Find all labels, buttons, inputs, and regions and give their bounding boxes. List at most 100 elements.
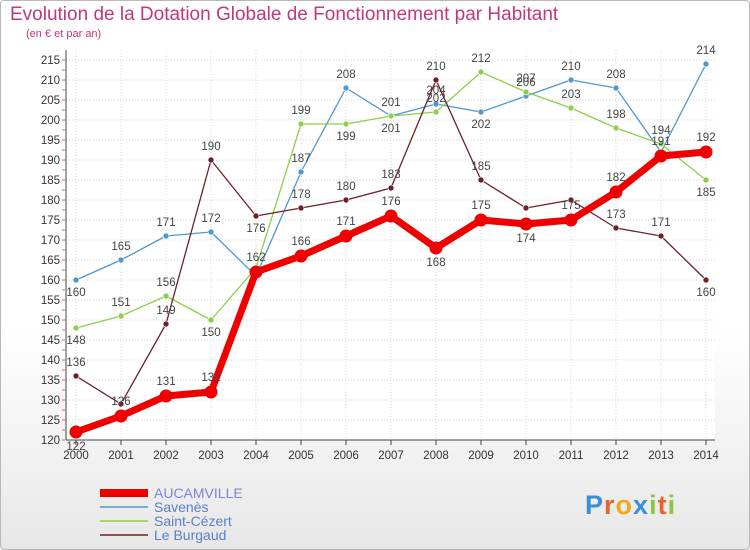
data-point-le-burgaud: [387, 184, 395, 192]
data-point-saven-s: [72, 276, 80, 284]
x-tick-label: 2009: [468, 450, 494, 462]
x-tick-label: 2002: [153, 450, 179, 462]
data-label: 160: [696, 287, 715, 299]
data-point-saven-s: [702, 60, 710, 68]
data-point-aucamville: [474, 213, 488, 227]
data-point-saven-s: [612, 84, 620, 92]
data-point-saint-c-zert: [72, 324, 80, 332]
logo-letter: i: [667, 490, 677, 520]
data-label: 156: [156, 277, 175, 289]
y-tick-label: 135: [41, 375, 60, 387]
data-point-le-burgaud: [432, 76, 440, 84]
data-point-le-burgaud: [72, 372, 80, 380]
data-point-le-burgaud: [522, 204, 530, 212]
y-tick-label: 195: [41, 135, 60, 147]
data-point-le-burgaud: [207, 156, 215, 164]
y-tick-label: 175: [41, 215, 60, 227]
data-label: 132: [201, 372, 220, 384]
data-point-aucamville: [519, 217, 533, 231]
axes: 120 125 130 135 140 145 150 155 160 165 170 175 180 1…: [41, 50, 719, 462]
data-point-saint-c-zert: [162, 292, 170, 300]
data-point-le-burgaud: [657, 232, 665, 240]
data-point-aucamville: [699, 145, 713, 159]
data-point-aucamville: [654, 149, 668, 163]
logo-letter: r: [604, 490, 616, 520]
x-tick-label: 2007: [378, 450, 404, 462]
x-tick-label: 2013: [648, 450, 674, 462]
data-label: 171: [156, 217, 175, 229]
data-label: 160: [66, 287, 85, 299]
y-tick-label: 140: [41, 355, 60, 367]
legend-label-saint-c-zert: Saint-Cézert: [154, 513, 232, 529]
data-label: 171: [651, 217, 670, 229]
y-tick-label: 190: [41, 155, 60, 167]
data-label: 210: [561, 61, 580, 73]
data-label: 208: [336, 69, 355, 81]
chart-title: Evolution de la Dotation Globale de Fonc…: [10, 4, 559, 25]
data-label: 136: [66, 357, 85, 369]
data-label: 176: [246, 223, 265, 235]
data-label: 202: [426, 93, 445, 105]
data-label: 182: [606, 172, 625, 184]
data-point-saint-c-zert: [522, 88, 530, 96]
y-tick-label: 170: [41, 235, 60, 247]
x-tick-label: 2005: [288, 450, 314, 462]
data-label: 174: [516, 233, 536, 245]
data-label: 212: [471, 53, 490, 65]
data-point-aucamville: [204, 385, 218, 399]
data-point-aucamville: [114, 409, 128, 423]
data-label: 204: [426, 85, 446, 97]
legend-label-le-burgaud: Le Burgaud: [154, 527, 226, 543]
y-tick-label: 145: [41, 335, 60, 347]
y-tick-label: 160: [41, 275, 60, 287]
data-point-saint-c-zert: [297, 120, 305, 128]
data-label: 210: [426, 61, 445, 73]
data-label: 214: [696, 45, 716, 57]
data-label: 206: [516, 77, 535, 89]
y-tick-label: 120: [41, 435, 60, 447]
data-point-aucamville: [609, 185, 623, 199]
data-label: 176: [381, 196, 400, 208]
data-point-aucamville: [564, 213, 578, 227]
data-label: 202: [471, 119, 490, 131]
data-point-saint-c-zert: [702, 176, 710, 184]
x-tick-label: 2000: [63, 450, 89, 462]
data-point-le-burgaud: [612, 224, 620, 232]
y-tick-label: 150: [41, 315, 60, 327]
data-label: 192: [696, 132, 715, 144]
data-label: 203: [561, 89, 580, 101]
logo-letter: P: [585, 490, 605, 520]
data-label: 162: [246, 252, 265, 264]
x-tick-label: 2004: [243, 450, 269, 462]
data-label: 208: [606, 69, 625, 81]
y-tick-label: 205: [41, 95, 60, 107]
y-tick-label: 185: [41, 175, 60, 187]
logo-letter: t: [657, 490, 668, 520]
data-point-le-burgaud: [567, 196, 575, 204]
data-point-saven-s: [432, 100, 440, 108]
data-label: 180: [336, 181, 355, 193]
x-tick-label: 2014: [693, 450, 719, 462]
data-labels: 122 126 131 132 162 166 171 176 168 175 174 175 182 1…: [66, 45, 716, 453]
data-label: 194: [651, 125, 671, 137]
data-point-le-burgaud: [702, 276, 710, 284]
data-label: 201: [381, 97, 400, 109]
data-point-saint-c-zert: [432, 108, 440, 116]
data-label: 148: [66, 335, 85, 347]
data-label: 185: [696, 187, 715, 199]
data-label: 185: [471, 161, 490, 173]
data-label: 183: [381, 169, 400, 181]
data-point-le-burgaud: [342, 196, 350, 204]
x-tick-label: 2008: [423, 450, 449, 462]
y-tick-label: 200: [41, 115, 60, 127]
data-point-saven-s: [477, 108, 485, 116]
data-point-aucamville: [429, 241, 443, 255]
data-point-saven-s: [207, 228, 215, 236]
logo-letter: o: [615, 490, 634, 520]
y-tick-label: 130: [41, 395, 60, 407]
y-tick-label: 125: [41, 415, 60, 427]
data-label: 178: [291, 189, 310, 201]
data-label: 168: [426, 257, 445, 269]
